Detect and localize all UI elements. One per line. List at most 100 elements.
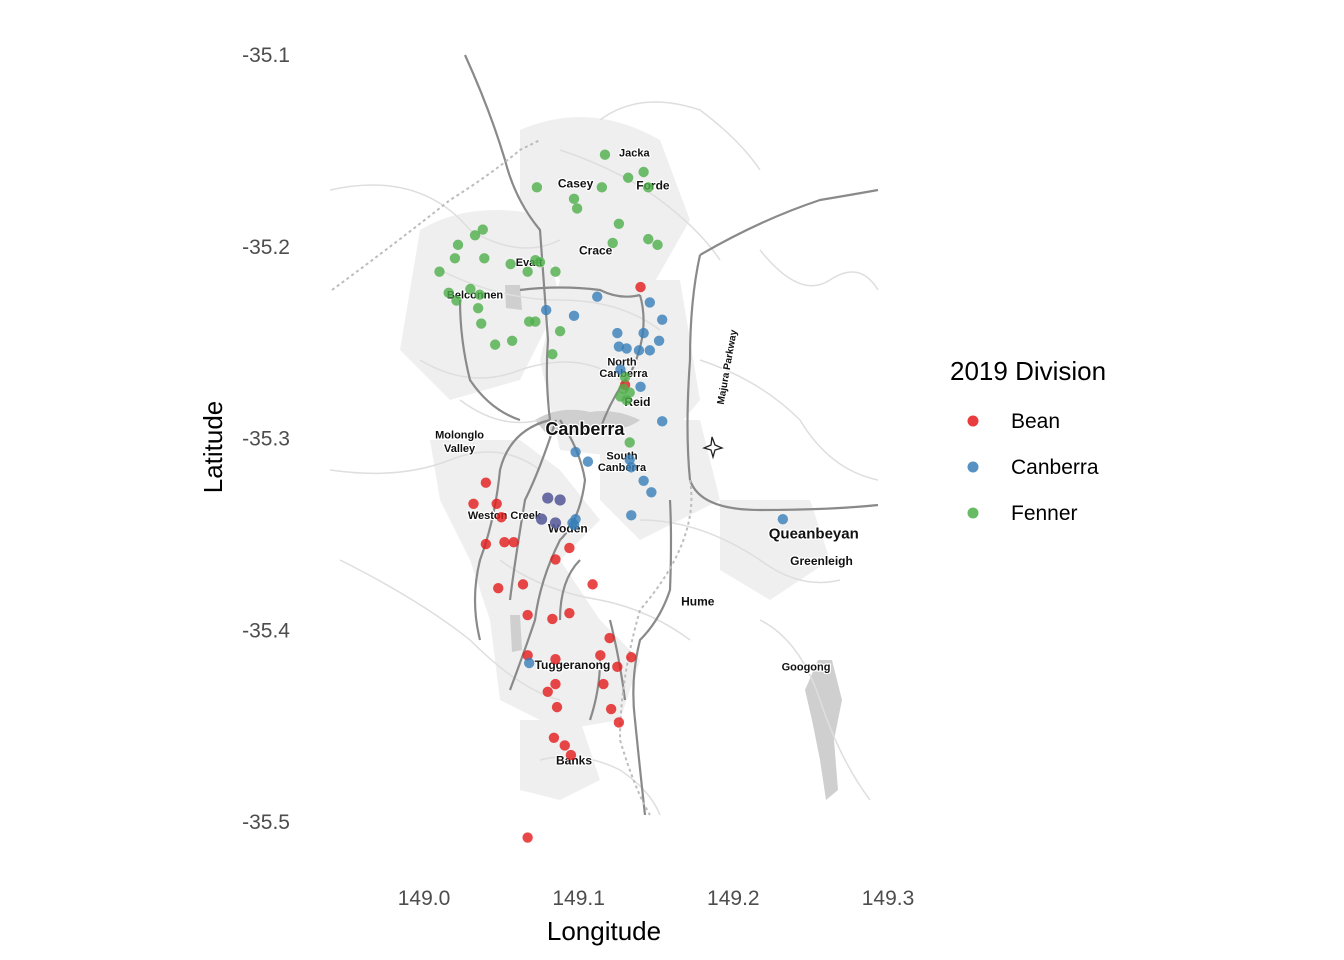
point-fenner (530, 316, 541, 327)
urban-area (520, 117, 690, 290)
y-axis-ticks: -35.1 -35.2 -35.3 -35.4 -35.5 (242, 44, 290, 834)
point-fenner (624, 437, 635, 448)
point-fenner (531, 182, 543, 193)
minor-road (329, 184, 561, 249)
point-fenner (643, 182, 654, 193)
point-bean (542, 686, 553, 697)
minor-road (599, 101, 761, 171)
minor-road (699, 359, 879, 481)
map-label: Canberra (545, 419, 625, 439)
major-road (588, 659, 602, 721)
lake (535, 409, 640, 434)
point-bean (550, 653, 561, 665)
major-road (458, 299, 521, 422)
major-road (558, 559, 581, 621)
point-fenner (596, 182, 608, 193)
point-fenner (652, 239, 663, 251)
minor-road (559, 149, 721, 261)
point-canberra (540, 304, 552, 316)
minor-road (539, 755, 661, 816)
point-canberra (568, 310, 580, 322)
point-canberra (638, 475, 649, 486)
point-bean (551, 701, 563, 713)
point-fenner (547, 349, 558, 360)
point-bean (522, 609, 533, 621)
point-canberra (615, 364, 626, 375)
map-label: Hume (681, 594, 715, 608)
point-bean (587, 579, 598, 590)
point-canberra (635, 381, 646, 393)
point-fenner (489, 339, 501, 350)
point-bean (605, 703, 617, 715)
lake (510, 615, 522, 652)
point-fenner (477, 224, 488, 235)
point-bean (491, 498, 502, 510)
y-tick-label: -35.4 (242, 619, 290, 642)
legend-key-fenner (967, 507, 979, 519)
point-fenner (643, 233, 654, 245)
minor-road (329, 451, 541, 475)
point-bean (493, 583, 504, 594)
point-fenner (449, 253, 461, 264)
point-canberra (656, 416, 668, 427)
major-road (632, 499, 673, 816)
data-points (434, 149, 789, 843)
point-canberra (653, 335, 665, 346)
map-label: Forde (636, 178, 670, 192)
x-axis-ticks: 149.0 149.1 149.2 149.3 (398, 887, 915, 910)
major-road (608, 619, 627, 701)
point-canberra (568, 519, 580, 531)
legend-title: 2019 Division (950, 356, 1106, 386)
point-canberra (582, 456, 594, 467)
point-bean (550, 554, 561, 565)
y-tick-label: -35.5 (242, 811, 290, 834)
point-canberra (644, 345, 656, 356)
point-bean (548, 732, 560, 744)
point-bean (496, 512, 507, 523)
point-bean (598, 678, 609, 690)
point-fenner (443, 287, 454, 299)
point-canberra (633, 345, 645, 356)
point-canberra (592, 291, 603, 302)
point-fenner (599, 149, 611, 160)
point-fenner (607, 237, 618, 249)
point-overlap (549, 517, 562, 529)
map-label: Greenleigh (790, 554, 853, 568)
minor-road (419, 359, 621, 381)
point-bean (499, 536, 510, 548)
map-label: Banks (556, 754, 592, 768)
major-road (508, 419, 558, 601)
point-bean (480, 538, 492, 550)
urban-area (430, 440, 600, 560)
map-label: Crace (579, 243, 613, 257)
x-axis-title: Longitude (547, 916, 661, 946)
point-fenner (554, 325, 566, 337)
point-bean (564, 542, 575, 554)
legend-label-canberra: Canberra (1011, 456, 1099, 479)
lake (805, 660, 842, 800)
legend-label-fenner: Fenner (1011, 502, 1078, 525)
x-tick-label: 149.2 (707, 887, 760, 910)
minor-road (639, 519, 841, 584)
basemap (329, 54, 879, 816)
urban-area (720, 500, 830, 600)
major-road (463, 54, 552, 421)
major-road (519, 286, 641, 298)
point-fenner (571, 203, 583, 214)
legend-key-canberra (967, 461, 979, 473)
minor-road (759, 249, 879, 291)
point-fenner (479, 253, 490, 264)
point-canberra (523, 657, 535, 669)
point-bean (635, 281, 646, 293)
point-canberra (621, 343, 632, 354)
point-canberra (656, 314, 668, 325)
map-label: North (607, 357, 637, 369)
point-fenner (472, 302, 484, 314)
y-tick-label: -35.2 (242, 236, 290, 259)
point-bean (559, 740, 570, 751)
minor-road (499, 559, 691, 641)
point-canberra (626, 510, 637, 521)
urban-area (520, 720, 600, 800)
point-fenner (506, 335, 518, 346)
territory-border (618, 479, 693, 816)
